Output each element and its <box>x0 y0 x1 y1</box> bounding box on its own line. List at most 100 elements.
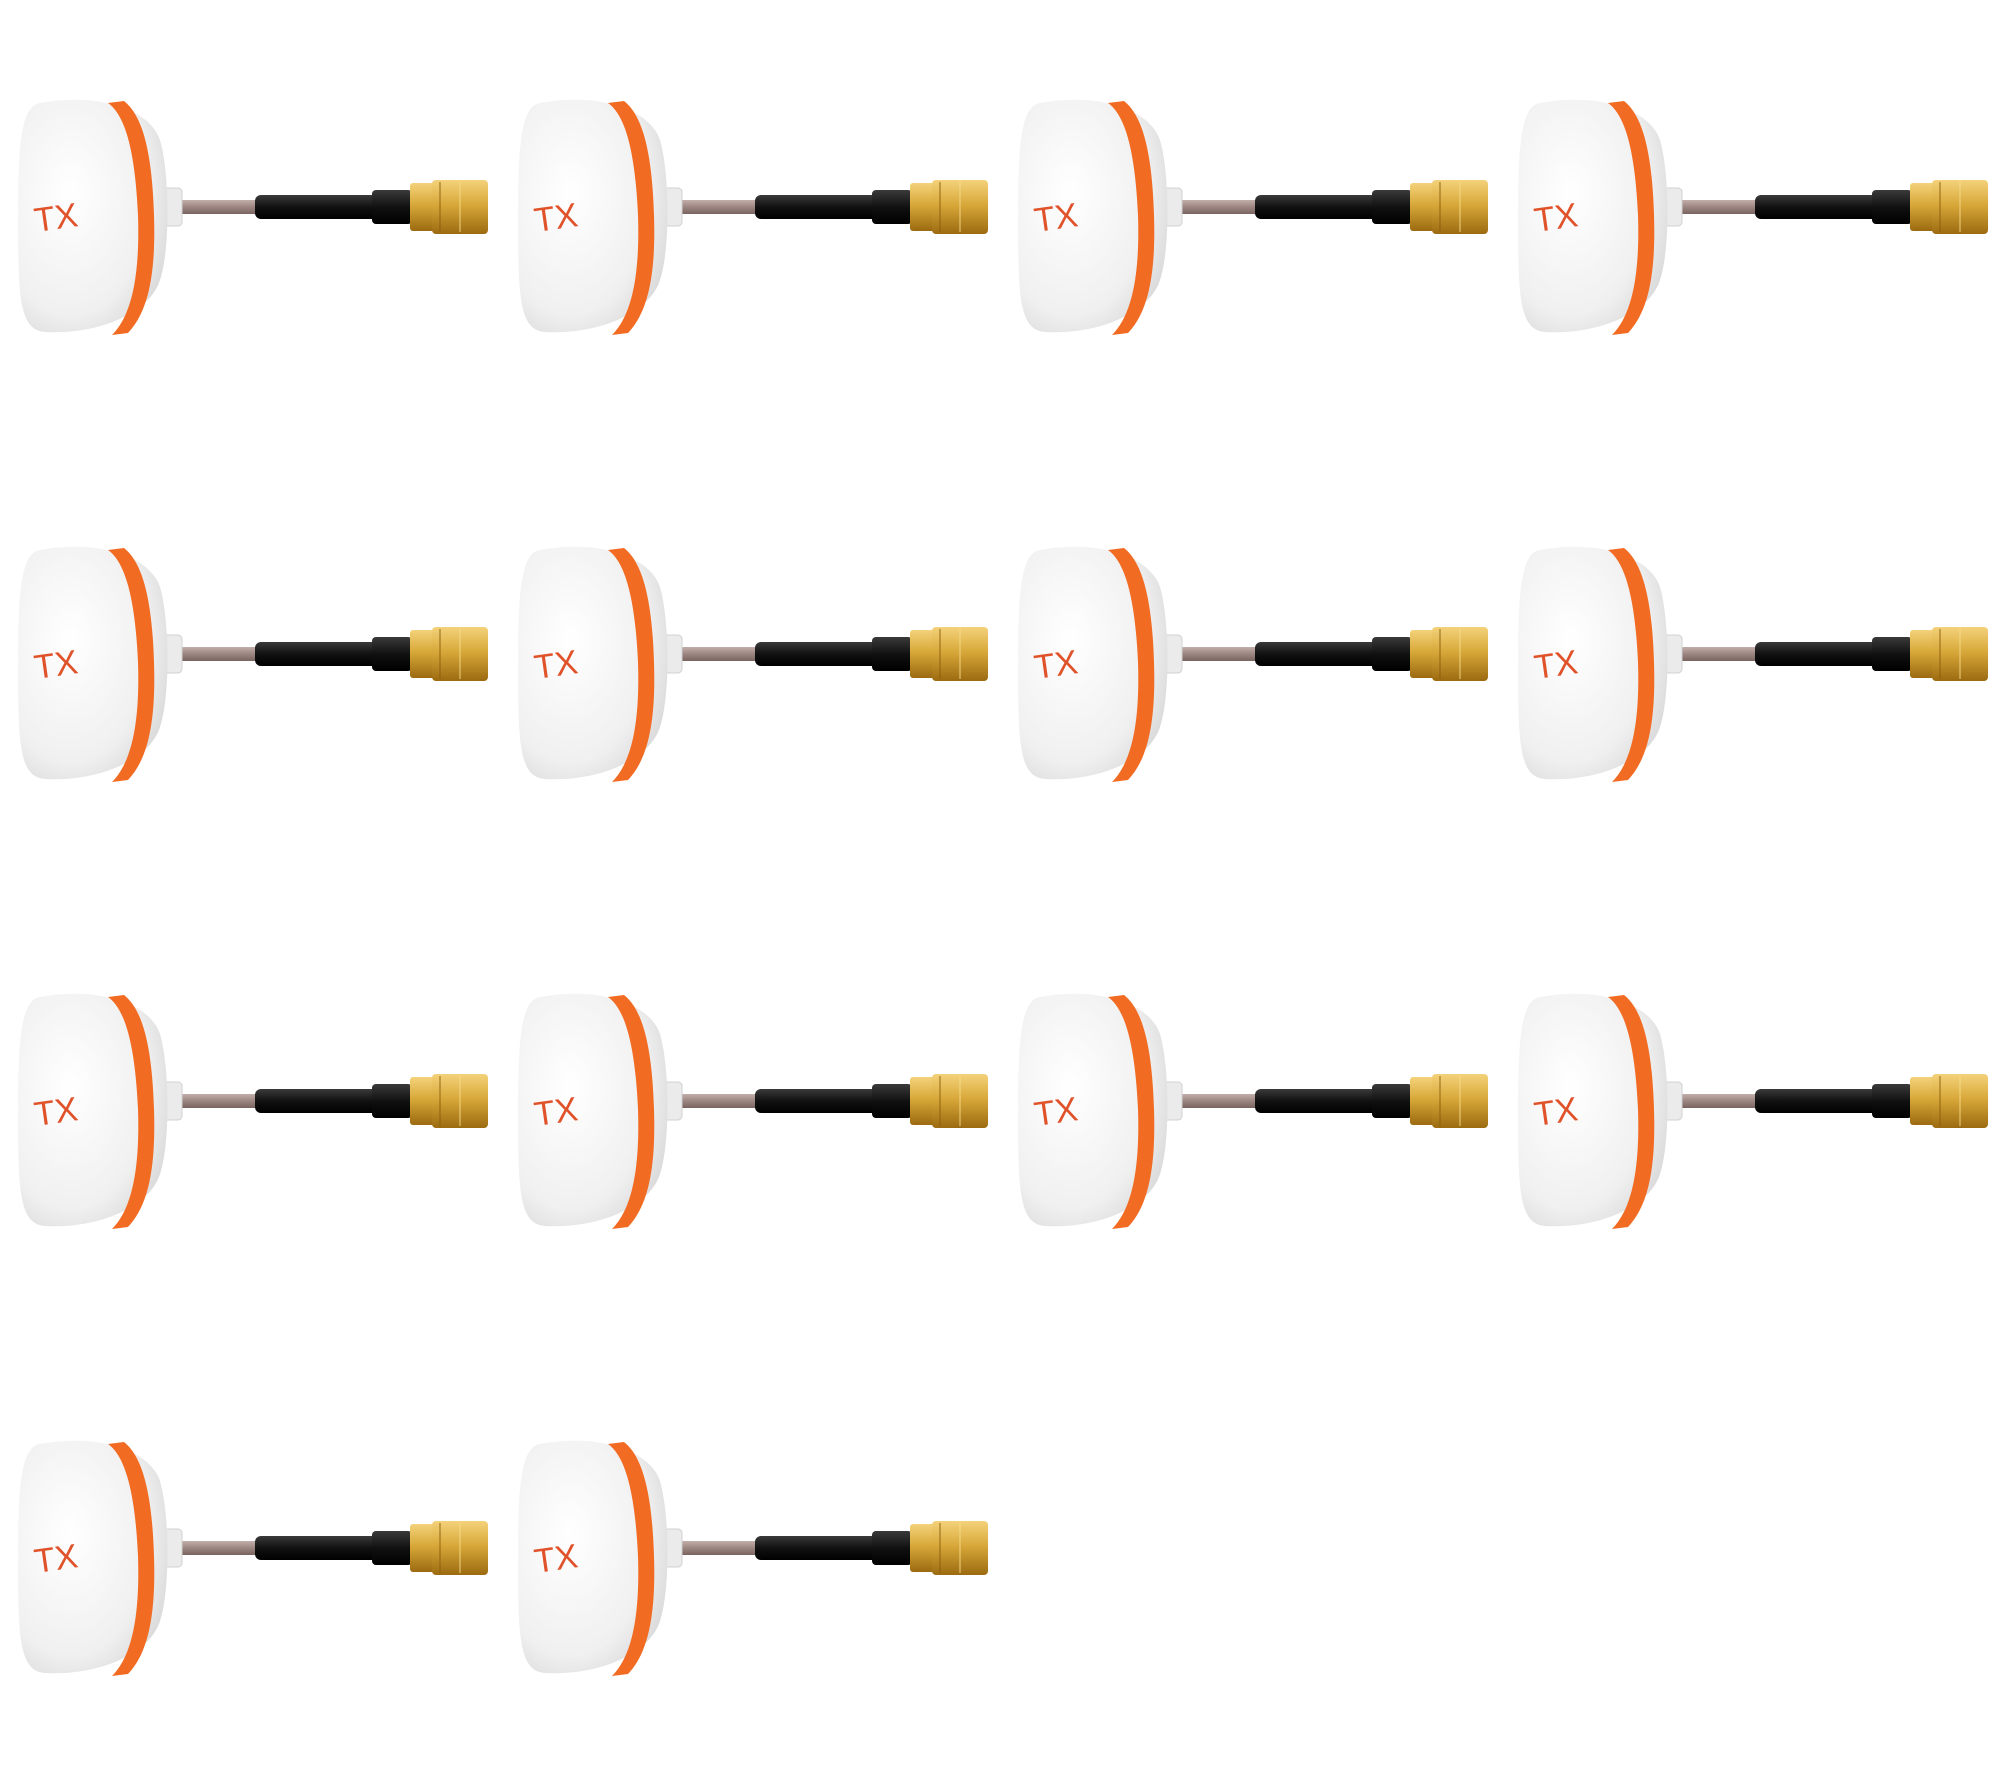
antenna-dome <box>1018 546 1168 780</box>
cable-boot <box>872 190 912 224</box>
cable-heatshrink <box>1255 1089 1385 1113</box>
antenna-item: TX <box>1000 0 1500 447</box>
antenna-illustration: TX <box>1518 546 1988 782</box>
antenna-stripe <box>1608 101 1655 335</box>
cable-boot <box>872 1084 912 1118</box>
antenna-item: TX <box>0 447 500 894</box>
antenna-stripe <box>108 101 155 335</box>
sma-connector-nut <box>1410 183 1435 231</box>
sma-connector-nut <box>1910 630 1935 678</box>
cable-braid <box>175 1094 260 1108</box>
antenna-illustration: TX <box>18 99 488 335</box>
antenna-illustration: TX <box>18 993 488 1229</box>
antenna-item: TX <box>1500 894 2000 1341</box>
antenna-illustration: TX <box>1018 99 1488 335</box>
cable-heatshrink <box>1755 195 1885 219</box>
cable-braid <box>1675 200 1760 214</box>
antenna-label: TX <box>532 643 580 687</box>
antenna-item: TX <box>1000 447 1500 894</box>
cable-heatshrink <box>255 1536 385 1560</box>
antenna-stripe <box>608 101 655 335</box>
cable-braid <box>1175 1094 1260 1108</box>
cable-boot <box>372 1084 412 1118</box>
antenna-item: TX <box>0 1341 500 1788</box>
cable-braid <box>1175 200 1260 214</box>
antenna-label: TX <box>32 643 80 687</box>
antenna-stripe <box>1608 548 1655 782</box>
antenna-illustration: TX <box>1018 993 1488 1229</box>
cable-heatshrink <box>255 642 385 666</box>
sma-connector-nut <box>410 1077 435 1125</box>
antenna-item: TX <box>500 447 1000 894</box>
antenna-label: TX <box>532 1090 580 1134</box>
sma-connector-nut <box>410 1524 435 1572</box>
antenna-dome <box>1018 993 1168 1227</box>
cable-heatshrink <box>1255 642 1385 666</box>
antenna-dome <box>18 1440 168 1674</box>
cable-boot <box>1872 1084 1912 1118</box>
sma-connector-nut <box>410 183 435 231</box>
antenna-illustration: TX <box>518 993 988 1229</box>
antenna-item: TX <box>500 1341 1000 1788</box>
antenna-dome <box>1518 99 1668 333</box>
cable-heatshrink <box>755 195 885 219</box>
cable-braid <box>175 1541 260 1555</box>
sma-connector-nut <box>1410 1077 1435 1125</box>
cable-heatshrink <box>755 642 885 666</box>
antenna-stripe <box>108 995 155 1229</box>
antenna-item: TX <box>1500 447 2000 894</box>
antenna-illustration: TX <box>518 546 988 782</box>
antenna-stripe <box>108 1442 155 1676</box>
cable-boot <box>1372 190 1412 224</box>
sma-connector-nut <box>1910 1077 1935 1125</box>
cable-braid <box>175 647 260 661</box>
sma-connector-nut <box>910 1077 935 1125</box>
cable-boot <box>872 1531 912 1565</box>
cable-braid <box>1175 647 1260 661</box>
cable-braid <box>175 200 260 214</box>
antenna-stripe <box>108 548 155 782</box>
cable-boot <box>1372 1084 1412 1118</box>
cable-heatshrink <box>755 1536 885 1560</box>
antenna-dome <box>18 993 168 1227</box>
antenna-label: TX <box>532 1537 580 1581</box>
antenna-illustration: TX <box>1018 546 1488 782</box>
cable-braid <box>675 647 760 661</box>
sma-connector-nut <box>1410 630 1435 678</box>
antenna-dome <box>518 993 668 1227</box>
antenna-illustration: TX <box>18 546 488 782</box>
cable-heatshrink <box>255 195 385 219</box>
cable-boot <box>372 637 412 671</box>
antenna-label: TX <box>1532 1090 1580 1134</box>
antenna-dome <box>1518 993 1668 1227</box>
antenna-stripe <box>1108 101 1155 335</box>
antenna-stripe <box>1608 995 1655 1229</box>
cable-boot <box>372 1531 412 1565</box>
antenna-dome <box>518 546 668 780</box>
cable-braid <box>1675 1094 1760 1108</box>
antenna-label: TX <box>1032 196 1080 240</box>
cable-heatshrink <box>255 1089 385 1113</box>
antenna-dome <box>18 546 168 780</box>
antenna-stripe <box>608 548 655 782</box>
cable-heatshrink <box>1755 642 1885 666</box>
antenna-dome <box>518 99 668 333</box>
antenna-label: TX <box>1532 196 1580 240</box>
cable-boot <box>872 637 912 671</box>
antenna-stripe <box>1108 995 1155 1229</box>
antenna-stripe <box>608 995 655 1229</box>
antenna-label: TX <box>1532 643 1580 687</box>
antenna-label: TX <box>32 196 80 240</box>
antenna-item: TX <box>1000 894 1500 1341</box>
cable-braid <box>675 200 760 214</box>
cable-heatshrink <box>1255 195 1385 219</box>
antenna-dome <box>18 99 168 333</box>
antenna-illustration: TX <box>1518 993 1988 1229</box>
antenna-item: TX <box>0 0 500 447</box>
cable-braid <box>1675 647 1760 661</box>
cable-boot <box>372 190 412 224</box>
antenna-label: TX <box>32 1537 80 1581</box>
antenna-item: TX <box>500 894 1000 1341</box>
antenna-illustration: TX <box>18 1440 488 1676</box>
